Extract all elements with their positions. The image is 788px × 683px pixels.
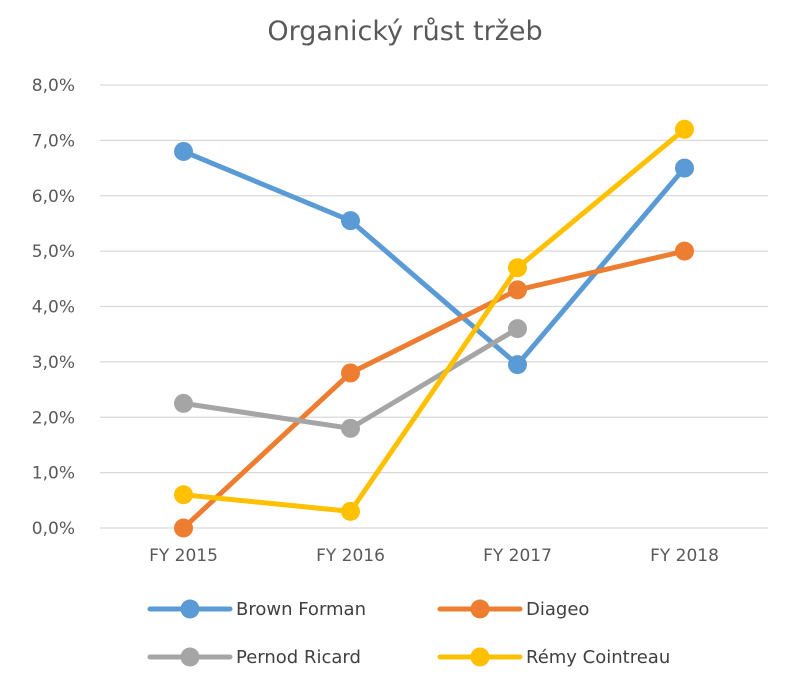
data-point	[508, 319, 527, 339]
legend: Brown Forman Diageo Pernod Ricard Rémy Coin…	[147, 599, 670, 668]
data-point	[174, 518, 193, 538]
y-tick-label: 4,0%	[32, 298, 75, 318]
y-tick-label: 5,0%	[32, 242, 75, 262]
series-line	[181, 248, 687, 531]
x-axis: FY 2015 FY 2016 FY 2017 FY 2018	[149, 546, 719, 566]
chart-title: Organický růst tržeb	[267, 16, 542, 47]
series-group	[174, 119, 694, 538]
legend-marker	[180, 647, 200, 667]
gridlines	[100, 84, 768, 529]
data-point	[341, 418, 360, 438]
series-line	[181, 126, 687, 514]
legend-marker	[470, 599, 490, 619]
data-point	[675, 119, 694, 139]
data-point	[174, 485, 193, 505]
x-tick-label: FY 2017	[483, 546, 552, 566]
data-point	[174, 141, 193, 161]
data-point	[341, 363, 360, 383]
legend-marker	[470, 647, 490, 667]
data-point	[508, 280, 527, 300]
y-tick-label: 3,0%	[32, 353, 75, 373]
y-tick-label: 0,0%	[32, 519, 75, 539]
data-point	[675, 158, 694, 178]
y-axis: 0,0% 1,0% 2,0% 3,0% 4,0% 5,0% 6,0% 7,0% 8,0%	[32, 76, 75, 539]
data-point	[341, 501, 360, 521]
y-tick-label: 6,0%	[32, 187, 75, 207]
y-tick-label: 2,0%	[32, 408, 75, 428]
x-tick-label: FY 2015	[149, 546, 218, 566]
data-point	[174, 393, 193, 413]
series-line	[181, 148, 687, 368]
x-tick-label: FY 2018	[650, 546, 719, 566]
y-tick-label: 8,0%	[32, 76, 75, 96]
y-tick-label: 7,0%	[32, 131, 75, 151]
legend-label: Rémy Cointreau	[526, 647, 670, 668]
x-tick-label: FY 2016	[316, 546, 385, 566]
data-point	[675, 241, 694, 261]
legend-marker	[180, 599, 200, 619]
data-point	[508, 355, 527, 375]
y-tick-label: 1,0%	[32, 464, 75, 484]
legend-label: Diageo	[526, 599, 589, 620]
data-point	[508, 258, 527, 278]
legend-label: Pernod Ricard	[236, 647, 361, 668]
legend-label: Brown Forman	[236, 599, 366, 620]
data-point	[341, 211, 360, 231]
